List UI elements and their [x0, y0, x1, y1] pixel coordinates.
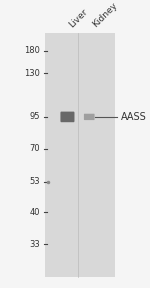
- Text: 130: 130: [24, 69, 40, 78]
- Text: 95: 95: [30, 112, 40, 122]
- FancyBboxPatch shape: [60, 112, 75, 122]
- FancyBboxPatch shape: [45, 33, 115, 277]
- Text: 40: 40: [30, 208, 40, 217]
- Text: Liver: Liver: [67, 7, 89, 29]
- Text: AASS: AASS: [121, 112, 147, 122]
- Text: 53: 53: [29, 177, 40, 186]
- Text: Kidney: Kidney: [91, 1, 119, 29]
- FancyBboxPatch shape: [84, 114, 94, 120]
- Text: 33: 33: [29, 240, 40, 249]
- Text: 70: 70: [29, 144, 40, 153]
- Text: 180: 180: [24, 46, 40, 55]
